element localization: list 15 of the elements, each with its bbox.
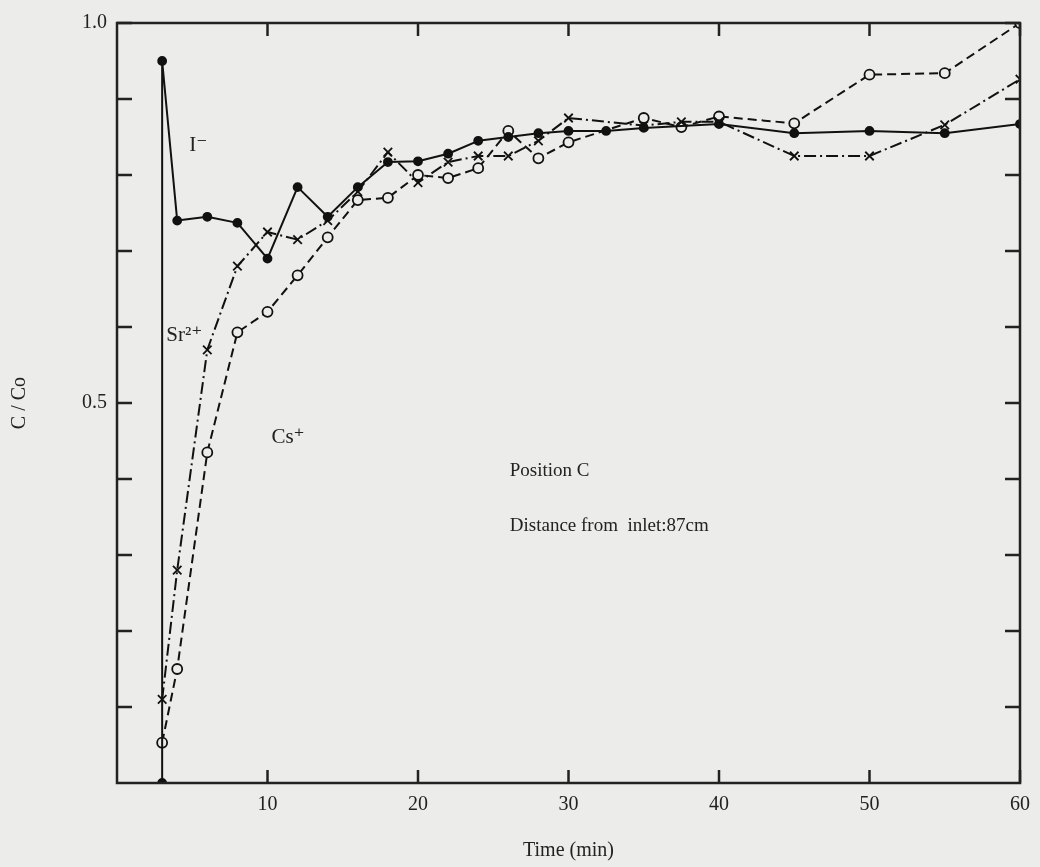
y-axis-title: C / Co	[7, 376, 30, 430]
x-axis-title: Time (min)	[523, 838, 614, 862]
x-tick-label: 10	[257, 792, 278, 815]
x-tick-label: 40	[709, 792, 729, 815]
text: Cs⁺	[271, 423, 305, 448]
x-tick-label: 50	[859, 792, 880, 815]
x-tick-label: 60	[1010, 792, 1030, 815]
series-label: I⁻	[189, 132, 208, 157]
x-tick-label: 30	[558, 792, 579, 815]
annotation: Position C	[509, 459, 590, 481]
series-label: Sr²⁺	[166, 322, 203, 347]
x-tick-label: 20	[408, 792, 428, 815]
y-tick-label: 0.5	[82, 390, 107, 413]
annotation: Distance from inlet:87cm	[509, 514, 709, 536]
y-tick-label: 1.0	[82, 10, 107, 33]
